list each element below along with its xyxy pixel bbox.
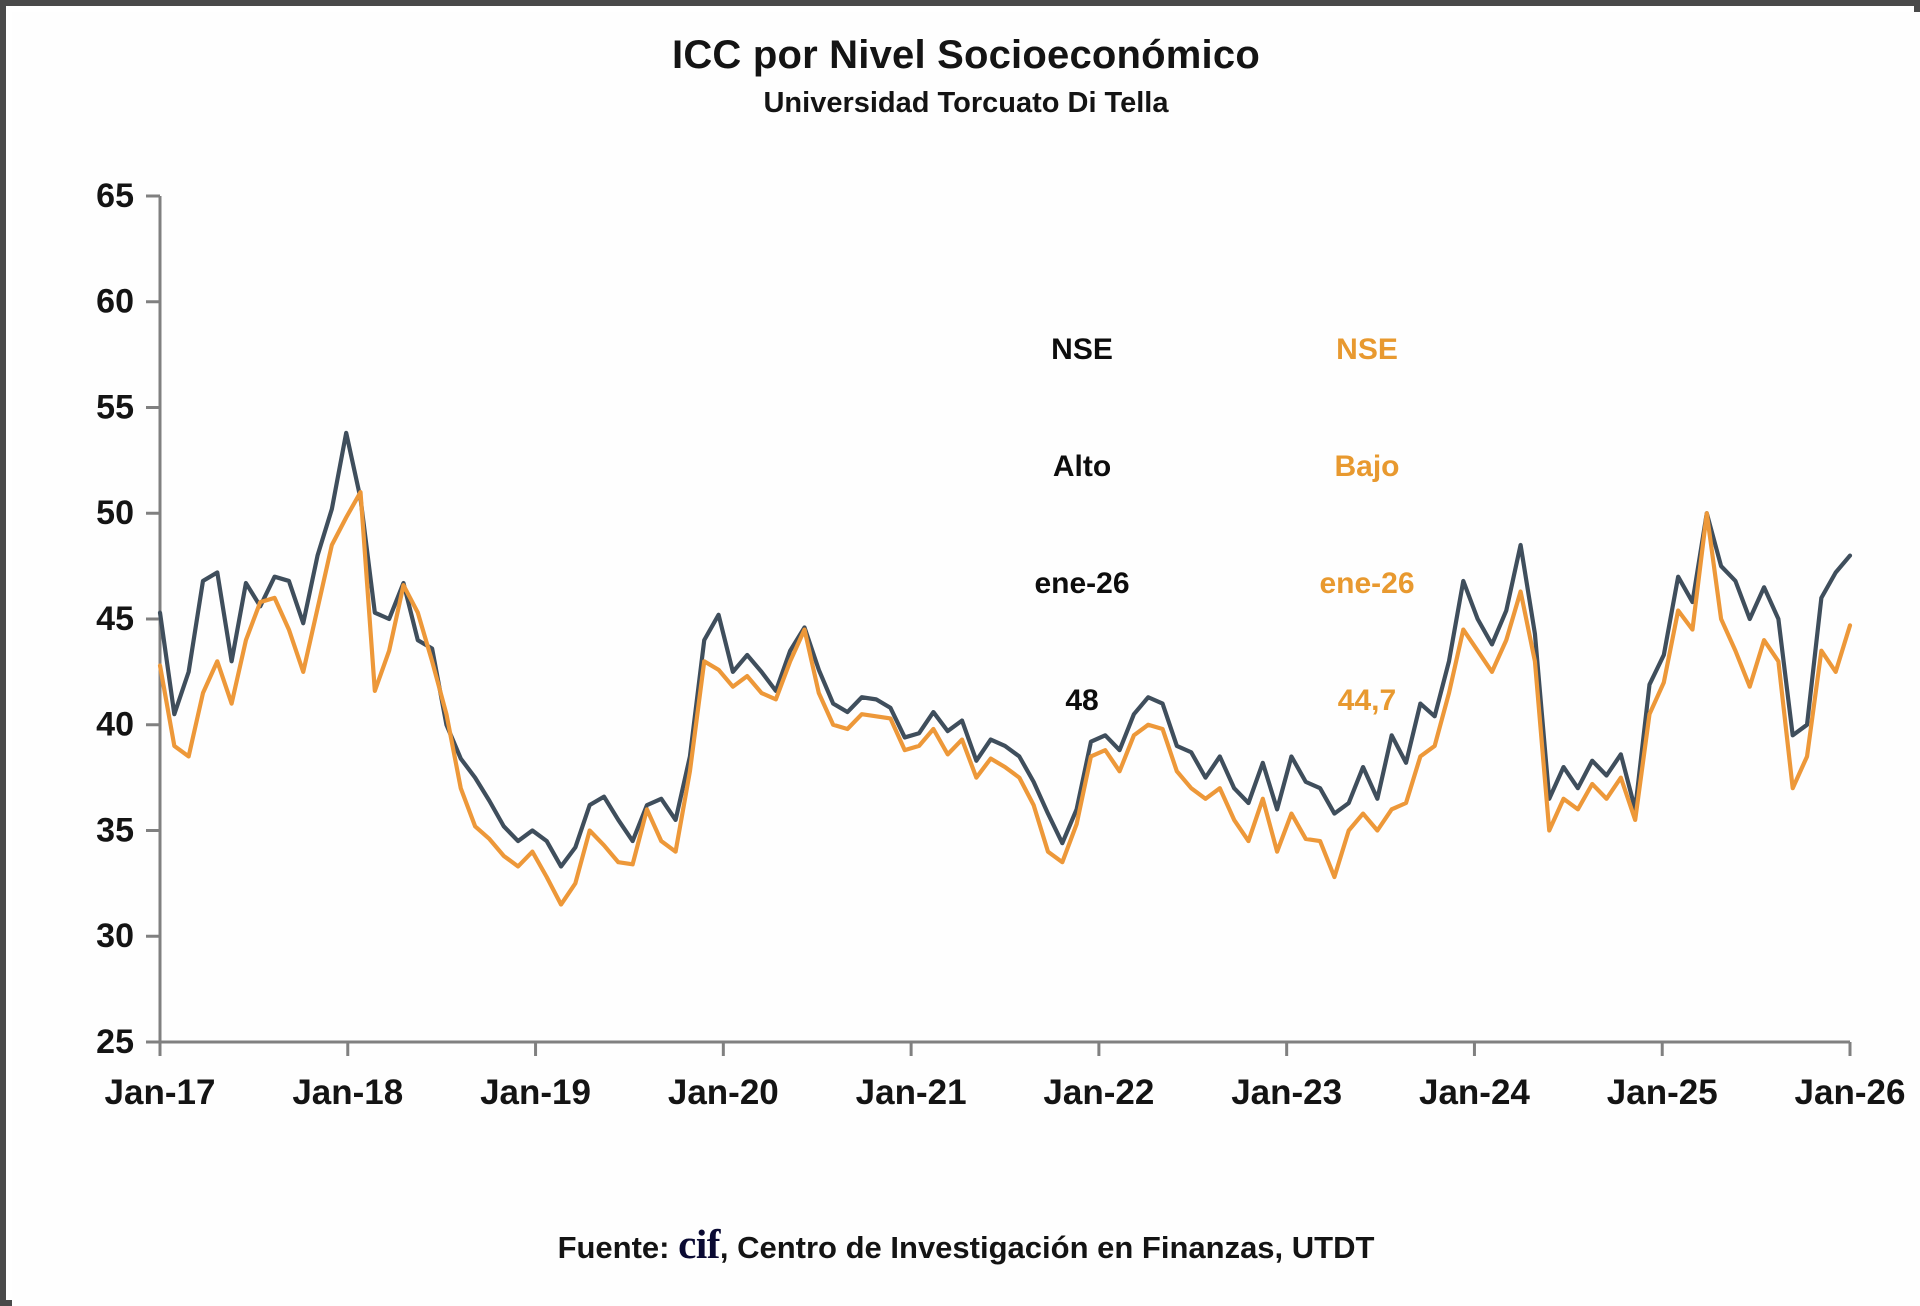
footer-suffix: , Centro de Investigación en Finanzas, U… xyxy=(719,1230,1375,1265)
annotation-alto-line3: ene-26 xyxy=(1034,567,1130,600)
y-tick-label: 40 xyxy=(96,706,134,744)
y-tick-label: 55 xyxy=(96,388,134,426)
annotation-bajo-line3: ene-26 xyxy=(1319,567,1415,600)
x-axis-ticks: Jan-17 Jan-18 Jan-19 Jan-20 Jan-21 Jan-22 Jan-… xyxy=(105,1042,1906,1112)
cif-logo-text: cif xyxy=(678,1221,720,1267)
title-block: ICC por Nivel Socioeconómico Universidad… xyxy=(12,34,1920,118)
page-title: ICC por Nivel Socioeconómico xyxy=(672,33,1260,77)
y-tick-label: 25 xyxy=(96,1023,134,1061)
y-tick-label: 60 xyxy=(96,283,134,321)
x-tick-label: Jan-21 xyxy=(856,1073,967,1112)
x-tick-label: Jan-17 xyxy=(105,1073,216,1112)
annotation-nse-alto: NSE Alto ene-26 48 xyxy=(972,252,1192,798)
annotation-alto-value: 48 xyxy=(1065,684,1099,717)
y-tick-label: 50 xyxy=(96,494,134,532)
annotation-alto-line1: NSE xyxy=(1051,333,1113,366)
annotation-bajo-line1: NSE xyxy=(1336,333,1398,366)
series-line-nse-bajo xyxy=(157,490,1853,907)
y-tick-label: 35 xyxy=(96,811,134,849)
x-tick-label: Jan-25 xyxy=(1607,1073,1718,1112)
annotation-nse-bajo: NSE Bajo ene-26 44,7 xyxy=(1257,252,1477,798)
annotation-bajo-line2: Bajo xyxy=(1334,450,1400,483)
x-tick-label: Jan-22 xyxy=(1043,1073,1154,1112)
x-tick-label: Jan-19 xyxy=(480,1073,591,1112)
chart-subtitle: Universidad Torcuato Di Tella xyxy=(763,87,1169,119)
y-tick-label: 45 xyxy=(96,600,134,638)
source-footer: Fuente: cif, Centro de Investigación en … xyxy=(12,1220,1920,1268)
x-tick-label: Jan-24 xyxy=(1419,1073,1530,1112)
y-axis-ticks: 25 30 35 40 45 50 55 60 65 xyxy=(96,177,160,1061)
annotation-bajo-value: 44,7 xyxy=(1337,684,1397,717)
y-tick-label: 30 xyxy=(96,917,134,955)
x-tick-label: Jan-18 xyxy=(292,1073,403,1112)
annotation-alto-line2: Alto xyxy=(1052,450,1112,483)
series-lines xyxy=(157,430,1853,907)
x-tick-label: Jan-26 xyxy=(1795,1073,1906,1112)
x-tick-label: Jan-20 xyxy=(668,1073,779,1112)
y-tick-label: 65 xyxy=(96,177,134,215)
x-tick-label: Jan-23 xyxy=(1231,1073,1342,1112)
plot-area: 25 30 35 40 45 50 55 60 65 Jan-17 Jan-18 Jan-19 Jan… xyxy=(12,12,1920,1306)
footer-prefix: Fuente: xyxy=(557,1230,679,1265)
chart-canvas: ICC por Nivel Socioeconómico Universidad… xyxy=(12,12,1920,1306)
